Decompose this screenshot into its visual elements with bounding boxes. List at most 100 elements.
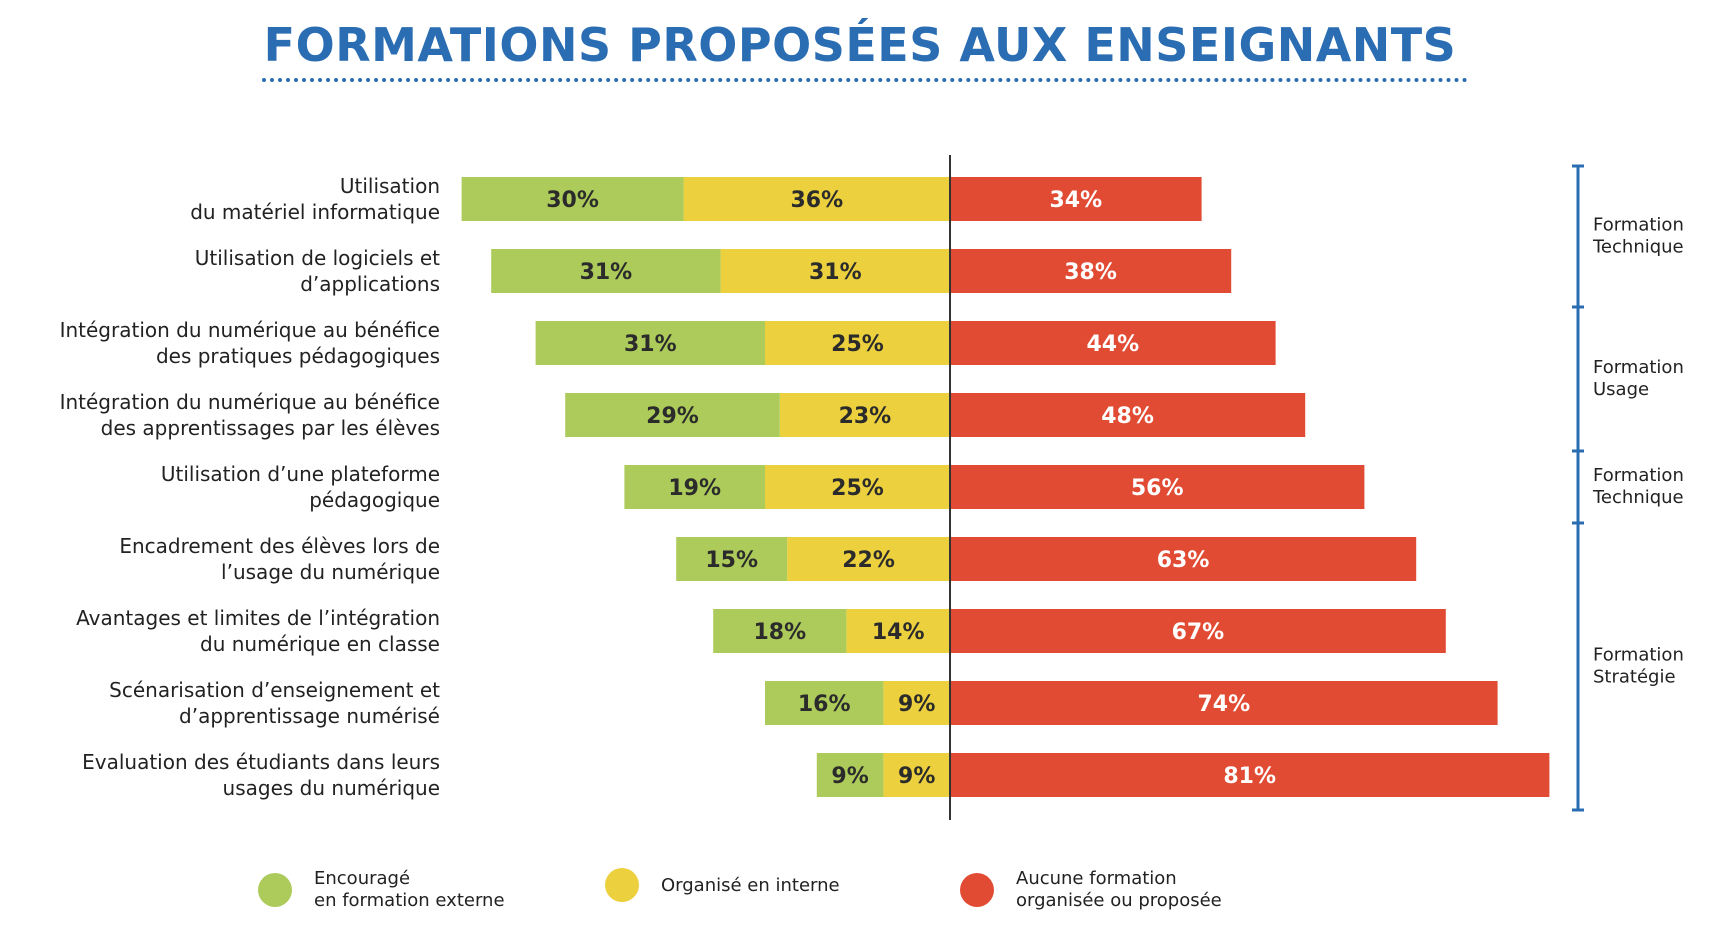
group-label-line: Stratégie xyxy=(1593,667,1676,688)
bar-value-aucune-7: 74% xyxy=(1197,692,1250,717)
bar-interne-2 xyxy=(765,321,950,365)
diverging-bar-chart: 36% 30% 34% Utilisation du matériel informat… xyxy=(60,155,1684,820)
group-label-line: Formation xyxy=(1593,645,1684,666)
bar-value-interne-8: 9% xyxy=(898,764,935,789)
bar-value-interne-2: 25% xyxy=(831,332,884,357)
row-label-line: pédagogique xyxy=(309,488,440,512)
bar-aucune-3 xyxy=(950,393,1306,437)
bar-aucune-6 xyxy=(950,609,1446,653)
legend-label-interne: Organisé en interne xyxy=(661,875,840,896)
group-label-line: Technique xyxy=(1592,237,1684,258)
row-label-line: Utilisation de logiciels et xyxy=(195,246,440,270)
bar-externe-4 xyxy=(624,465,765,509)
row-label-line: Evaluation des étudiants dans leurs xyxy=(82,750,440,774)
bar-value-aucune-2: 44% xyxy=(1086,332,1139,357)
group-label-2: Formation Technique xyxy=(1592,465,1684,508)
bar-aucune-2 xyxy=(950,321,1276,365)
legend-label-aucune: Aucune formation organisée ou proposée xyxy=(1016,868,1222,911)
bar-value-interne-1: 31% xyxy=(809,260,862,285)
row-label-0: Utilisation du matériel informatique xyxy=(190,174,440,224)
legend-swatch-green xyxy=(258,873,292,907)
bar-interne-0 xyxy=(683,177,950,221)
bar-aucune-8 xyxy=(950,753,1550,797)
bar-value-aucune-1: 38% xyxy=(1064,260,1117,285)
row-label-line: du matériel informatique xyxy=(190,200,440,224)
bar-aucune-1 xyxy=(950,249,1232,293)
row-label-line: Intégration du numérique au bénéfice xyxy=(60,390,440,414)
bar-externe-2 xyxy=(535,321,765,365)
bar-interne-4 xyxy=(765,465,950,509)
row-label-line: Utilisation xyxy=(340,174,440,198)
bar-aucune-7 xyxy=(950,681,1498,725)
bar-interne-1 xyxy=(720,249,950,293)
bar-interne-5 xyxy=(787,537,950,581)
row-label-5: Encadrement des élèves lors de l’usage du… xyxy=(119,534,440,584)
row-label-line: Utilisation d’une plateforme xyxy=(161,462,440,486)
row-label-4: Utilisation d’une plateforme pédagogique xyxy=(161,462,440,512)
bar-value-aucune-3: 48% xyxy=(1101,404,1154,429)
row-label-line: Encadrement des élèves lors de xyxy=(119,534,440,558)
bar-value-aucune-8: 81% xyxy=(1223,764,1276,789)
row-label-line: l’usage du numérique xyxy=(221,560,440,584)
row-label-line: d’applications xyxy=(300,272,440,296)
bar-value-externe-5: 15% xyxy=(705,548,758,573)
row-label-line: Scénarisation d’enseignement et xyxy=(109,678,440,702)
group-label-line: Formation xyxy=(1593,357,1684,378)
bar-value-externe-3: 29% xyxy=(646,404,699,429)
row-label-line: d’apprentissage numérisé xyxy=(179,704,440,728)
row-label-line: usages du numérique xyxy=(223,776,440,800)
bar-interne-3 xyxy=(779,393,950,437)
group-label-3: Formation Stratégie xyxy=(1593,645,1684,688)
bar-interne-8 xyxy=(883,753,950,797)
bar-aucune-4 xyxy=(950,465,1365,509)
group-label-line: Formation xyxy=(1593,465,1684,486)
legend-swatch-yellow xyxy=(605,868,639,902)
legend-item-aucune: Aucune formation organisée ou proposée xyxy=(960,868,1222,912)
legend-item-interne: Organisé en interne xyxy=(605,868,840,902)
row-label-6: Avantages et limites de l’intégration du … xyxy=(76,606,440,656)
bar-value-aucune-4: 56% xyxy=(1131,476,1184,501)
bar-value-interne-7: 9% xyxy=(898,692,935,717)
group-label-line: Usage xyxy=(1593,379,1649,400)
group-label-line: Formation xyxy=(1593,215,1684,236)
row-label-line: des pratiques pédagogiques xyxy=(156,344,440,368)
bar-value-interne-6: 14% xyxy=(872,620,925,645)
title-dotted-underline xyxy=(262,78,1468,82)
bar-externe-5 xyxy=(676,537,788,581)
bar-externe-7 xyxy=(765,681,884,725)
bar-externe-3 xyxy=(565,393,780,437)
bar-value-externe-8: 9% xyxy=(831,764,868,789)
legend-swatch-red xyxy=(960,873,994,907)
row-label-2: Intégration du numérique au bénéfice des … xyxy=(60,318,440,368)
bar-aucune-5 xyxy=(950,537,1417,581)
bar-value-aucune-5: 63% xyxy=(1157,548,1210,573)
bar-interne-6 xyxy=(846,609,950,653)
bar-value-interne-0: 36% xyxy=(790,188,843,213)
bar-externe-8 xyxy=(816,753,884,797)
bar-value-aucune-0: 34% xyxy=(1049,188,1102,213)
bar-value-aucune-6: 67% xyxy=(1172,620,1225,645)
bar-value-externe-2: 31% xyxy=(624,332,677,357)
group-label-line: Technique xyxy=(1592,487,1684,508)
row-label-line: Intégration du numérique au bénéfice xyxy=(60,318,440,342)
bar-aucune-0 xyxy=(950,177,1202,221)
chart-title: FORMATIONS PROPOSÉES AUX ENSEIGNANTS xyxy=(263,18,1457,72)
bar-value-externe-0: 30% xyxy=(546,188,599,213)
bar-value-externe-4: 19% xyxy=(668,476,721,501)
bar-value-interne-3: 23% xyxy=(839,404,892,429)
legend-label-externe: Encouragé en formation externe xyxy=(314,868,505,911)
bar-value-interne-5: 22% xyxy=(842,548,895,573)
bar-interne-7 xyxy=(883,681,950,725)
bar-externe-1 xyxy=(491,249,721,293)
row-label-line: des apprentissages par les élèves xyxy=(101,416,440,440)
group-label-1: Formation Usage xyxy=(1593,357,1684,400)
row-label-3: Intégration du numérique au bénéfice des … xyxy=(60,390,440,440)
bar-value-externe-1: 31% xyxy=(580,260,633,285)
bar-value-interne-4: 25% xyxy=(831,476,884,501)
row-label-7: Scénarisation d’enseignement et d’apprent… xyxy=(109,678,440,728)
bar-value-externe-7: 16% xyxy=(798,692,851,717)
row-label-1: Utilisation de logiciels et d’application… xyxy=(195,246,440,296)
bar-externe-0 xyxy=(461,177,684,221)
bar-value-externe-6: 18% xyxy=(753,620,806,645)
row-label-line: du numérique en classe xyxy=(200,632,440,656)
